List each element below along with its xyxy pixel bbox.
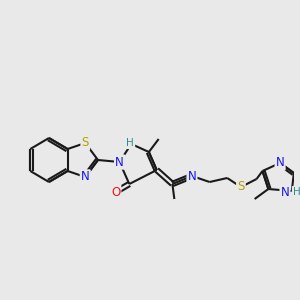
Text: S: S [82,136,89,149]
Text: S: S [237,181,244,194]
Text: O: O [111,185,120,199]
Text: N: N [81,170,90,184]
Text: N: N [276,157,284,169]
Text: N: N [280,185,290,199]
Text: N: N [188,169,196,182]
Text: H: H [293,187,300,197]
Text: H: H [126,138,134,148]
Text: N: N [115,155,124,169]
